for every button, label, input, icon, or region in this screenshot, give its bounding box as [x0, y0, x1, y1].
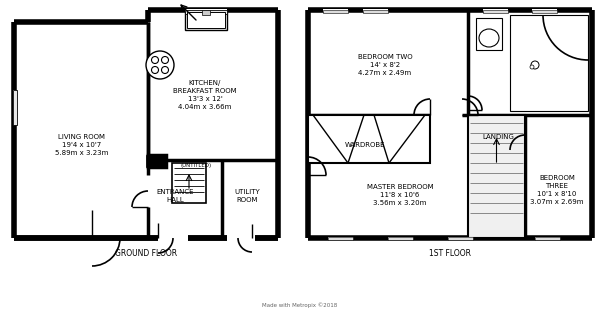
Text: BATHROOM: BATHROOM: [510, 59, 550, 65]
Bar: [308, 115, 430, 163]
Text: UTILITY
ROOM: UTILITY ROOM: [234, 189, 260, 203]
Ellipse shape: [479, 29, 499, 47]
Circle shape: [151, 57, 158, 64]
Circle shape: [161, 57, 169, 64]
Text: MASTER BEDROOM
11'8 x 10'6
3.56m x 3.20m: MASTER BEDROOM 11'8 x 10'6 3.56m x 3.20m: [367, 184, 433, 206]
Bar: [323, 9, 348, 12]
Bar: [146, 155, 150, 167]
Bar: [185, 9, 227, 12]
Text: ENTRANCE
HALL: ENTRANCE HALL: [156, 189, 194, 203]
Bar: [468, 115, 525, 238]
Circle shape: [531, 61, 539, 69]
Bar: [185, 10, 227, 30]
Circle shape: [161, 66, 169, 74]
Bar: [535, 237, 560, 240]
Bar: [158, 235, 188, 241]
Text: (UNTITLED): (UNTITLED): [181, 163, 212, 168]
Bar: [448, 237, 473, 240]
Bar: [483, 10, 508, 13]
Bar: [388, 237, 413, 240]
Bar: [363, 10, 388, 13]
Bar: [532, 10, 557, 13]
Circle shape: [151, 66, 158, 74]
Bar: [328, 237, 353, 240]
Bar: [13, 90, 17, 125]
Circle shape: [146, 51, 174, 79]
Bar: [448, 237, 473, 240]
Text: LANDING: LANDING: [482, 134, 514, 140]
Bar: [185, 10, 227, 14]
Bar: [202, 10, 210, 15]
Bar: [532, 9, 557, 12]
Text: BEDROOM TWO
14' x 8'2
4.27m x 2.49m: BEDROOM TWO 14' x 8'2 4.27m x 2.49m: [358, 54, 412, 76]
Bar: [328, 237, 353, 240]
Bar: [476, 18, 502, 50]
Circle shape: [530, 65, 534, 69]
Bar: [148, 155, 166, 167]
Text: GROUND FLOOR: GROUND FLOOR: [115, 250, 177, 258]
Bar: [388, 237, 413, 240]
Text: KITCHEN/
BREAKFAST ROOM
13'3 x 12'
4.04m x 3.66m: KITCHEN/ BREAKFAST ROOM 13'3 x 12' 4.04m…: [173, 80, 237, 110]
Bar: [363, 9, 388, 12]
Bar: [13, 90, 16, 125]
Bar: [483, 9, 508, 12]
Text: 1ST FLOOR: 1ST FLOOR: [429, 250, 471, 258]
Text: BEDROOM
THREE
10'1 x 8'10
3.07m x 2.69m: BEDROOM THREE 10'1 x 8'10 3.07m x 2.69m: [530, 175, 584, 205]
Text: WARDROBE: WARDROBE: [345, 142, 385, 148]
Bar: [187, 12, 225, 28]
Bar: [227, 235, 255, 241]
Bar: [323, 10, 348, 13]
Text: Made with Metropix ©2018: Made with Metropix ©2018: [262, 302, 338, 308]
Bar: [510, 15, 588, 111]
Bar: [535, 237, 560, 240]
Text: LIVING ROOM
19'4 x 10'7
5.89m x 3.23m: LIVING ROOM 19'4 x 10'7 5.89m x 3.23m: [55, 134, 109, 156]
Bar: [172, 163, 206, 203]
